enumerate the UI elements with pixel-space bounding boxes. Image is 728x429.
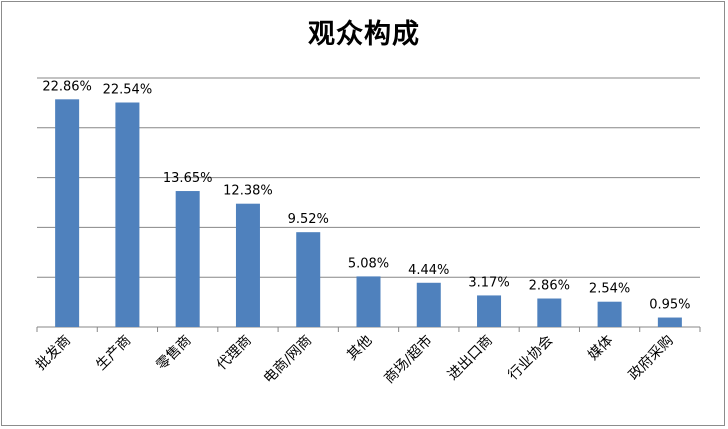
x-tick-label: 代理商 [214, 333, 255, 374]
x-tick-label: 媒体 [585, 333, 616, 364]
x-tick-label: 批发商 [33, 333, 74, 374]
bar-2 [115, 102, 140, 327]
x-tick-label: 零售商 [153, 333, 194, 374]
data-label: 22.54% [103, 83, 153, 98]
data-label: 5.08% [348, 256, 389, 271]
bar-10 [597, 301, 622, 327]
bar-1 [55, 99, 80, 328]
data-label: 2.86% [529, 279, 570, 294]
data-label: 0.95% [649, 298, 690, 313]
x-tick-label: 其他 [344, 333, 375, 364]
bar-11 [657, 317, 682, 327]
bar-9 [537, 298, 562, 327]
data-label: 12.38% [223, 184, 273, 199]
bar-4 [235, 203, 260, 327]
data-label: 4.44% [408, 263, 449, 278]
data-label: 13.65% [163, 171, 213, 186]
x-tick-label: 生产商 [93, 333, 134, 374]
x-tick-label: 电商/网商 [261, 333, 315, 387]
data-label: 22.86% [42, 79, 92, 94]
x-tick-label: 行业协会 [505, 333, 556, 384]
bar-3 [175, 191, 200, 327]
x-tick-label: 商场/超市 [381, 332, 436, 387]
chart-title: 观众构成 [308, 19, 420, 50]
data-label: 3.17% [468, 275, 509, 290]
data-label: 9.52% [288, 212, 329, 227]
bar-5 [296, 232, 321, 327]
x-tick-label: 政府采购 [626, 333, 677, 384]
data-label: 2.54% [589, 282, 630, 297]
bar-7 [416, 282, 441, 327]
bar-6 [356, 276, 381, 327]
x-tick-label: 进出口商 [445, 333, 496, 384]
bar-8 [477, 295, 502, 327]
